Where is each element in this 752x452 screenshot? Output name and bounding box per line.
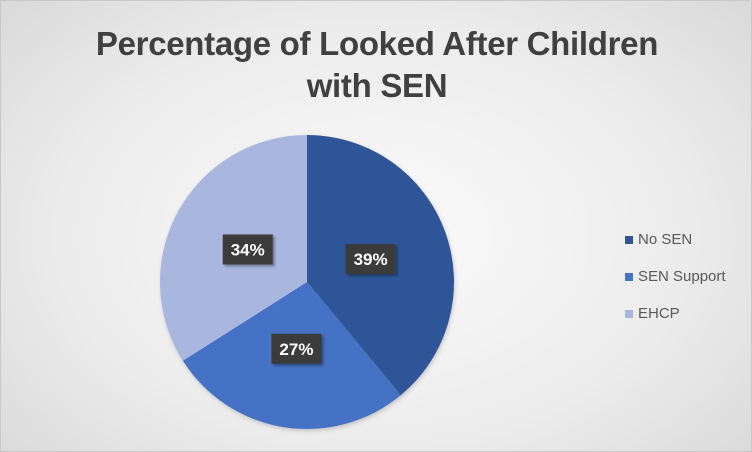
legend-swatch [625, 272, 633, 281]
legend: No SEN SEN Support EHCP [625, 230, 750, 341]
legend-label: No SEN [638, 231, 693, 248]
data-label-box [345, 244, 396, 275]
legend-label: SEN Support [638, 268, 726, 285]
data-label-no-sen: 39% [345, 244, 396, 275]
legend-swatch [625, 235, 633, 244]
data-label-text: 27% [279, 340, 313, 359]
legend-item-sen-support: SEN Support [625, 267, 750, 286]
legend-swatch [625, 309, 633, 318]
chart-title: Percentage of Looked After Children with… [41, 23, 713, 107]
data-label-text: 34% [231, 240, 265, 259]
data-label-box [271, 333, 322, 364]
chart-title-line-1: Percentage of Looked After Children [95, 25, 659, 62]
pie-slices [160, 135, 454, 429]
data-label-ehcp: 34% [222, 234, 273, 265]
data-label-box [222, 234, 273, 265]
data-label-text: 39% [354, 250, 388, 269]
legend-label: EHCP [638, 305, 680, 322]
chart-title-line-2: with SEN [306, 67, 448, 104]
legend-item-ehcp: EHCP [625, 304, 750, 323]
data-label-sen-support: 27% [271, 333, 322, 364]
legend-item-no-sen: No SEN [625, 230, 750, 249]
